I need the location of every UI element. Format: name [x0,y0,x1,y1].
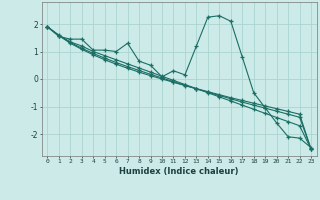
X-axis label: Humidex (Indice chaleur): Humidex (Indice chaleur) [119,167,239,176]
